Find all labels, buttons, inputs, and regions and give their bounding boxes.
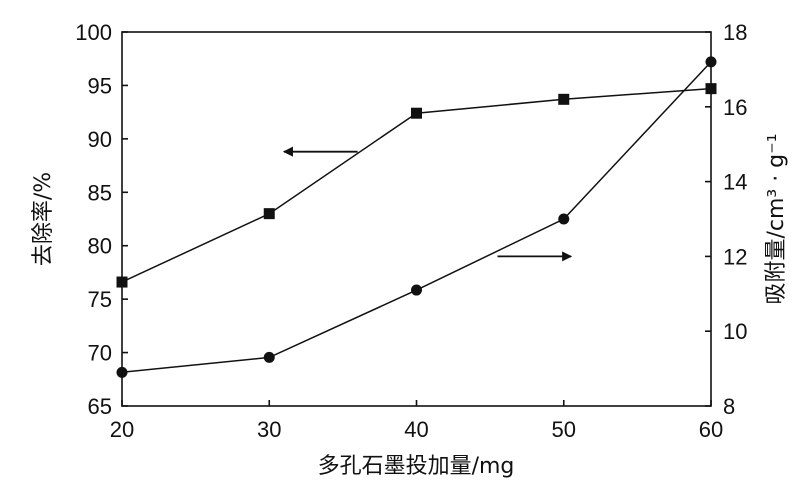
x-axis-title: 多孔石墨投加量/mg xyxy=(318,454,515,479)
plot-frame xyxy=(121,31,712,407)
series-layer xyxy=(116,56,717,378)
right-y-tick-label: 8 xyxy=(723,394,735,419)
left-y-tick-label: 75 xyxy=(88,287,112,312)
right-y-axis: 8 10 12 14 16 18 xyxy=(705,20,747,419)
x-axis: 20 30 40 50 60 xyxy=(110,400,723,442)
adsorption-point xyxy=(411,284,422,296)
adsorption-point xyxy=(263,351,275,363)
removal-rate-point xyxy=(705,83,717,95)
adsorption-point xyxy=(705,56,717,68)
left-y-tick-label: 85 xyxy=(88,180,112,205)
right-y-tick-label: 10 xyxy=(723,319,747,344)
x-tick-label: 60 xyxy=(699,417,723,442)
removal-rate-point xyxy=(263,208,275,220)
left-y-tick-label: 80 xyxy=(88,234,112,259)
x-tick-label: 30 xyxy=(257,417,281,442)
x-tick-label: 40 xyxy=(404,417,428,442)
left-y-tick-label: 70 xyxy=(88,341,112,366)
right-y-tick-label: 12 xyxy=(723,244,747,269)
removal-rate-point xyxy=(116,276,128,288)
removal-rate-point xyxy=(411,107,422,119)
right-y-axis-title: 吸附量/cm³ · g⁻¹ xyxy=(764,133,789,304)
annotation-arrows xyxy=(282,146,573,262)
x-tick-label: 20 xyxy=(110,417,134,442)
left-y-tick-label: 100 xyxy=(75,20,112,45)
left-y-tick-label: 65 xyxy=(88,394,112,419)
left-y-axis-title: 去除率/% xyxy=(31,172,56,266)
left-y-tick-label: 95 xyxy=(88,73,112,98)
left-y-axis: 65 70 75 80 85 90 95 100 xyxy=(75,20,128,419)
right-y-tick-label: 16 xyxy=(723,95,747,120)
left-y-tick-label: 90 xyxy=(88,127,112,152)
x-tick-label: 50 xyxy=(552,417,576,442)
adsorption-point xyxy=(116,366,128,378)
removal-rate-point xyxy=(558,93,570,105)
right-y-tick-label: 18 xyxy=(723,20,747,45)
adsorption-point xyxy=(558,213,570,225)
right-y-tick-label: 14 xyxy=(723,170,747,195)
